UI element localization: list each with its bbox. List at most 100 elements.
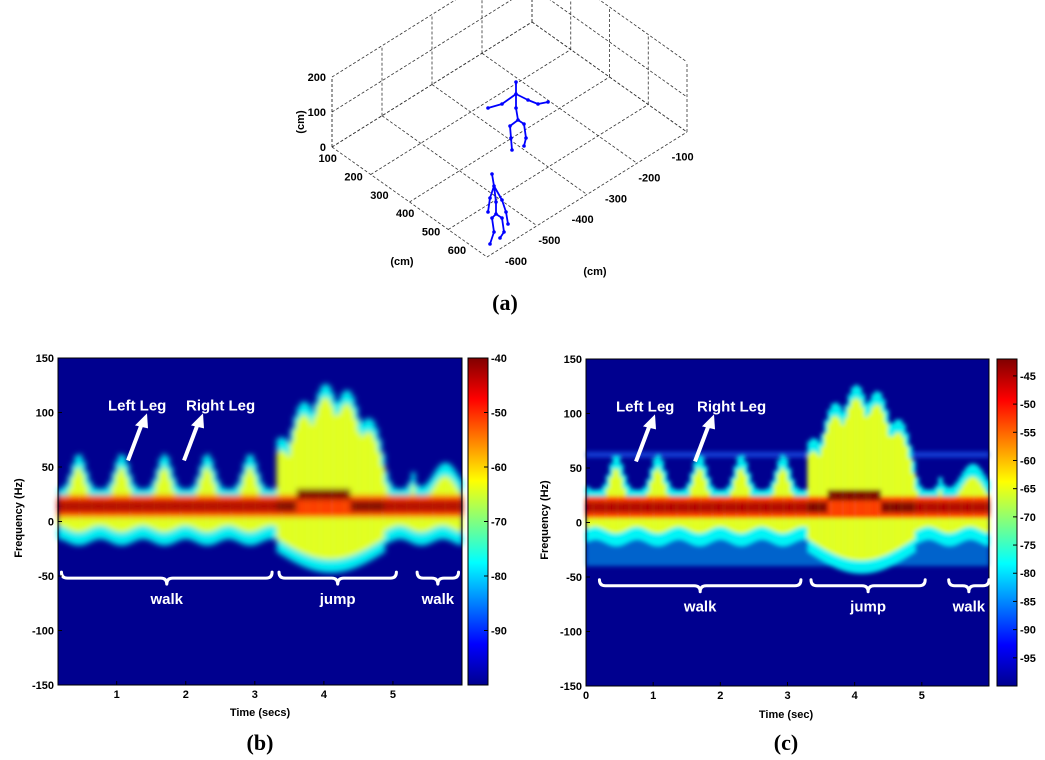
energy-yellow [370,434,376,546]
energy-core [269,500,275,512]
panel-b-ylabel: Frequency (Hz) [13,478,25,558]
skeleton-bone [489,231,495,245]
energy-core [175,500,180,512]
xtick-label: 0 [583,690,589,702]
segment-brace [59,570,274,586]
energy-yellow [864,416,869,561]
energy-core [61,500,66,512]
colorbar-tick-label: -55 [1020,427,1036,439]
energy-core [840,489,846,501]
energy-core [57,500,63,512]
energy-yellow [289,441,295,548]
energy-core [975,501,980,513]
skeleton-joint [514,80,518,84]
colorbar-tick-label: -90 [1020,625,1036,637]
energy-yellow [827,422,832,552]
energy-core [124,500,130,512]
energy-core [438,500,443,512]
energy-core [84,500,89,512]
energy-core [448,500,453,512]
skeleton-joint [524,136,528,140]
ytick-label: -50 [566,572,582,584]
energy-yellow [343,403,349,558]
energy-core [773,501,779,513]
energy-core [706,501,711,513]
energy-core [709,501,715,513]
skeleton-bone [501,93,517,105]
energy-core [77,500,83,512]
energy-red [303,495,308,518]
energy-yellow [337,413,342,560]
energy-core [871,489,876,501]
side-wall-grid-line [331,21,533,148]
skeleton-joint [504,210,508,214]
colorbar-tick-label: -80 [1020,568,1036,580]
left-leg-arrow-head [135,413,148,429]
energy-yellow [347,404,352,557]
panel-a-grid [331,0,688,258]
skeleton-bone [510,137,513,151]
colorbar-tick-label: -90 [491,626,507,638]
energy-core [236,500,241,512]
energy-core [158,500,164,512]
energy-core [948,501,953,513]
colorbar-tick-label: -95 [1020,653,1036,665]
energy-core [168,500,174,512]
skeleton-joint [500,102,504,106]
colorbar-tick-label: -40 [491,353,507,365]
left-leg-arrow [634,423,652,463]
energy-yellow [901,437,906,547]
energy-core [981,501,987,513]
energy-core [225,500,231,512]
panel-a-depth-tick: 300 [370,190,388,202]
segment-label: walk [683,599,717,616]
energy-core [753,501,758,513]
energy-core [652,501,658,513]
back-wall-grid-line [549,0,688,98]
energy-red [861,496,866,519]
energy-core [780,501,785,513]
ytick-label: -100 [32,626,54,638]
energy-core [135,500,140,512]
side-wall-grid-line [331,0,456,78]
energy-core [760,501,765,513]
energy-yellow [824,433,829,551]
energy-core [454,500,460,512]
energy-core [350,500,355,512]
energy-core [172,500,177,512]
energy-core [458,500,463,512]
skeleton-bone [515,107,519,121]
skeleton-bone [489,185,495,199]
energy-yellow [857,400,863,561]
energy-red [867,496,873,519]
energy-core [300,488,305,500]
energy-yellow [313,415,318,558]
segment-brace [809,578,927,594]
skeleton-bone [491,173,495,187]
energy-core [686,501,691,513]
right-leg-arrow-head [191,413,204,429]
energy-core [897,501,903,513]
energy-yellow [897,432,903,549]
energy-core [958,501,963,513]
energy-core [887,501,893,513]
energy-core [934,501,940,513]
energy-yellow [874,404,879,559]
skeleton-joint [514,92,518,96]
energy-yellow [834,415,839,556]
energy-core [380,500,386,512]
energy-core [414,500,419,512]
energy-core [800,501,805,513]
left-leg-label: Left Leg [616,398,674,415]
skeleton-joint [490,216,494,220]
segment-label: jump [319,591,356,608]
ytick-label: 50 [42,462,54,474]
energy-core [961,501,967,513]
skeleton-joint [494,212,498,216]
energy-core [353,500,359,512]
energy-core [716,501,722,513]
colorbar-tick-label: -50 [491,408,507,420]
energy-core [662,501,668,513]
skeleton-joint [494,200,498,204]
